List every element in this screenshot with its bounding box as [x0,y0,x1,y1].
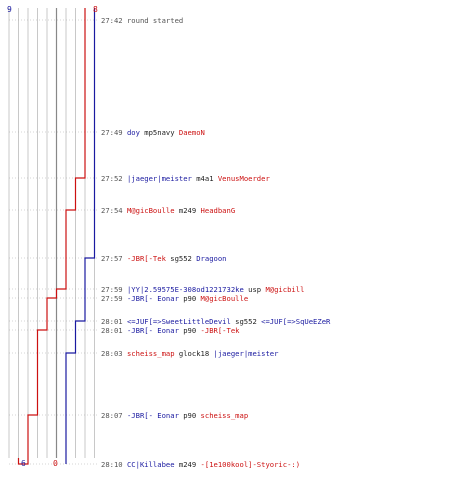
event-text: p90 [178,411,201,420]
event-text: glock18 [174,349,214,358]
blue-end-count: 6 [21,459,26,468]
event-text: m4a1 [191,174,218,183]
event-text: M@gicBoulle [126,206,175,215]
event-time: 27:49 [101,128,123,137]
event-text: mp5navy [139,128,179,137]
event-time: 28:01 [101,317,123,326]
event-row: 28:01 <=JUF[=>SweetLittleDevil sg552 <=J… [101,317,330,326]
event-text: |jaeger|meister [126,174,192,183]
event-text: -JBR[- Eonar [126,411,179,420]
event-row: 28:10 CC|Killabee m249 -[1e100kool]-Styo… [101,460,300,469]
event-text: |jaeger|meister [213,349,279,358]
blue-start-count: 9 [7,5,12,14]
event-time: 28:03 [101,349,123,358]
event-row: 27:54 M@gicBoulle m249 HeadbanG [101,206,235,215]
event-text: Dragoon [196,254,227,263]
event-text: p90 [178,326,201,335]
event-text: |YY|2.59575E-308od1221732ke [126,285,244,294]
event-time: 28:07 [101,411,123,420]
event-text: <=JUF[=>SweetLittleDevil [126,317,231,326]
event-text: scheiss_map [126,349,175,358]
event-text: round started [126,16,184,25]
event-time: 28:01 [101,326,123,335]
event-text: DaemoN [178,128,205,137]
event-time: 27:52 [101,174,123,183]
event-text: -JBR[-Tek [200,326,240,335]
event-row: 27:57 -JBR[-Tek sg552 Dragoon [101,254,227,263]
event-row: 28:07 -JBR[- Eonar p90 scheiss_map [101,411,248,420]
event-text: sg552 [165,254,197,263]
event-text: m249 [174,206,201,215]
event-text: usp [243,285,266,294]
event-text: VenusMoerder [217,174,270,183]
red-start-count: 8 [93,5,98,14]
event-text: HeadbanG [200,206,236,215]
event-time: 28:10 [101,460,123,469]
blue-team-line [65,8,96,464]
event-text: p90 [178,294,201,303]
event-time: 27:42 [101,16,123,25]
event-time: 27:54 [101,206,123,215]
event-row: 27:59 |YY|2.59575E-308od1221732ke usp M@… [101,285,304,294]
event-text: doy [126,128,140,137]
event-text: scheiss_map [200,411,249,420]
event-row: 27:52 |jaeger|meister m4a1 VenusMoerder [101,174,270,183]
event-row: 27:59 -JBR[- Eonar p90 M@gicBoulle [101,294,248,303]
red-team-line [17,8,86,465]
event-time: 27:59 [101,294,123,303]
event-text: M@gicBoulle [200,294,249,303]
event-row: 27:42 round started [101,16,183,25]
event-row: 28:03 scheiss_map glock18 |jaeger|meiste… [101,349,278,358]
event-text: -JBR[- Eonar [126,294,179,303]
event-text: -JBR[-Tek [126,254,166,263]
event-row: 28:01 -JBR[- Eonar p90 -JBR[-Tek [101,326,240,335]
event-text: CC|Killabee [126,460,175,469]
event-text: sg552 [230,317,262,326]
event-text: <=JUF[=>SqUeEZeR [261,317,331,326]
event-text: -[1e100kool]-Styoric-:) [200,460,301,469]
event-text: m249 [174,460,201,469]
event-row: 27:49 doy mp5navy DaemoN [101,128,205,137]
event-text: M@gicbill [265,285,305,294]
event-time: 27:57 [101,254,123,263]
event-time: 27:59 [101,285,123,294]
event-text: -JBR[- Eonar [126,326,179,335]
red-end-count: 0 [53,459,58,468]
